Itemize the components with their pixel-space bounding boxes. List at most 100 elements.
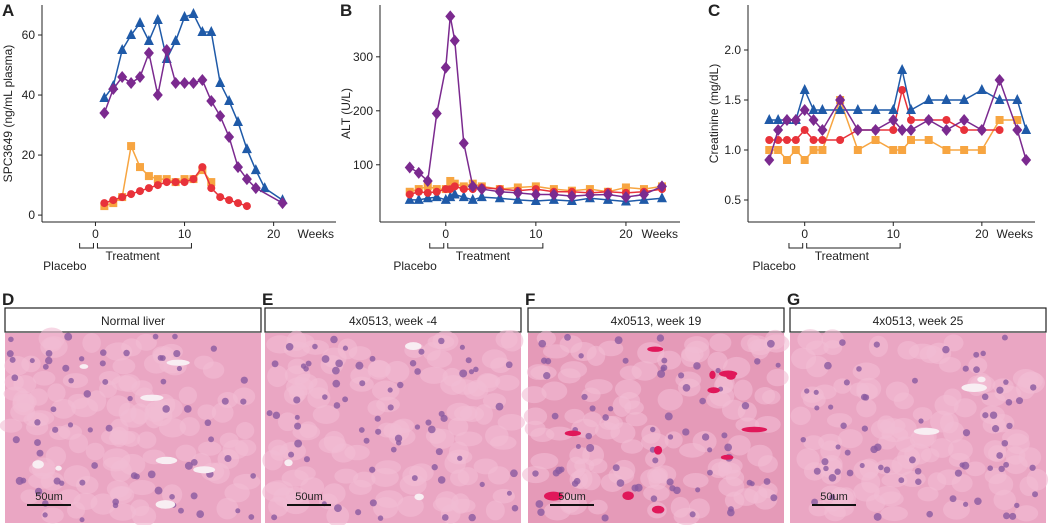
marker (602, 188, 613, 201)
marker (143, 47, 154, 60)
cell (541, 381, 568, 401)
nucleus (83, 390, 92, 398)
cell (110, 426, 129, 448)
cell (367, 400, 386, 416)
nucleus (824, 361, 832, 370)
x-tick-label: 20 (975, 227, 989, 241)
marker (422, 174, 433, 187)
marker (180, 178, 189, 187)
cell (1005, 446, 1026, 465)
marker (135, 71, 145, 84)
nucleus (240, 376, 248, 384)
marker (413, 193, 424, 204)
nucleus (78, 356, 85, 362)
nucleus (505, 361, 513, 369)
cell (490, 357, 512, 373)
nucleus (543, 372, 551, 380)
marker (100, 199, 109, 208)
panel-title: 4x0513, week 25 (873, 314, 964, 328)
scale-label: 50um (558, 491, 586, 503)
cell (198, 441, 222, 456)
nucleus (271, 360, 279, 368)
marker (135, 17, 145, 28)
nucleus (42, 512, 48, 518)
nucleus (79, 479, 86, 486)
nucleus (564, 333, 571, 341)
panel-title: 4x0513, week 19 (611, 314, 702, 328)
marker (108, 83, 119, 96)
nucleus (147, 470, 156, 479)
cell (524, 420, 546, 437)
nucleus (1030, 384, 1037, 391)
marker (99, 107, 110, 120)
x-tick-label: 10 (887, 227, 901, 241)
nucleus (962, 365, 969, 372)
marker (414, 187, 423, 196)
nucleus (856, 366, 862, 372)
nucleus (840, 422, 847, 429)
nucleus (152, 333, 159, 340)
cell (965, 461, 986, 477)
cell (202, 361, 225, 379)
marker (782, 136, 791, 144)
nucleus (479, 481, 485, 488)
cell (545, 426, 574, 441)
micrograph-texture (0, 327, 261, 527)
cell (267, 365, 288, 388)
y-tick-label: 100 (353, 158, 373, 172)
nucleus (695, 487, 701, 493)
cell (47, 383, 66, 403)
y-tick-label: 0.5 (724, 193, 741, 207)
nucleus (369, 466, 376, 473)
nucleus (312, 343, 318, 350)
cell (120, 408, 147, 428)
marker (413, 166, 424, 179)
marker (198, 163, 207, 172)
marker (224, 131, 235, 144)
marker (799, 104, 810, 116)
micrograph-texture (521, 329, 790, 526)
marker (127, 190, 136, 199)
marker (889, 126, 898, 134)
cell (993, 489, 1016, 511)
y-axis-label: Creatinine (mg/dL) (707, 64, 721, 163)
marker (995, 126, 1004, 134)
cell (348, 479, 372, 495)
nucleus (173, 349, 181, 358)
marker (118, 193, 127, 202)
nucleus (1003, 379, 1009, 385)
cell (521, 386, 547, 404)
nucleus (973, 366, 980, 373)
nucleus (918, 418, 924, 424)
nucleus (322, 394, 328, 400)
cell (673, 507, 700, 526)
marker (764, 114, 775, 124)
marker (1021, 124, 1032, 134)
cell (560, 494, 580, 513)
nucleus (535, 500, 544, 508)
marker (791, 136, 800, 144)
cell (454, 431, 483, 447)
nucleus (707, 469, 713, 476)
sinusoid (155, 456, 178, 465)
sinusoid (79, 364, 89, 369)
marker (225, 196, 234, 205)
nucleus (390, 446, 397, 453)
cell (917, 486, 939, 502)
marker (242, 202, 251, 211)
cell (891, 455, 914, 476)
marker (941, 94, 952, 104)
bracket-label: Treatment (815, 249, 870, 263)
nucleus (538, 339, 547, 348)
nucleus (1032, 491, 1039, 498)
nucleus (465, 357, 472, 364)
nucleus (395, 440, 402, 446)
nucleus (169, 493, 175, 500)
sinusoid-red (622, 491, 634, 501)
nucleus (616, 479, 625, 487)
cell (796, 448, 820, 471)
cell (233, 473, 261, 490)
cell (495, 374, 520, 391)
marker (923, 114, 934, 126)
nucleus (874, 443, 882, 452)
